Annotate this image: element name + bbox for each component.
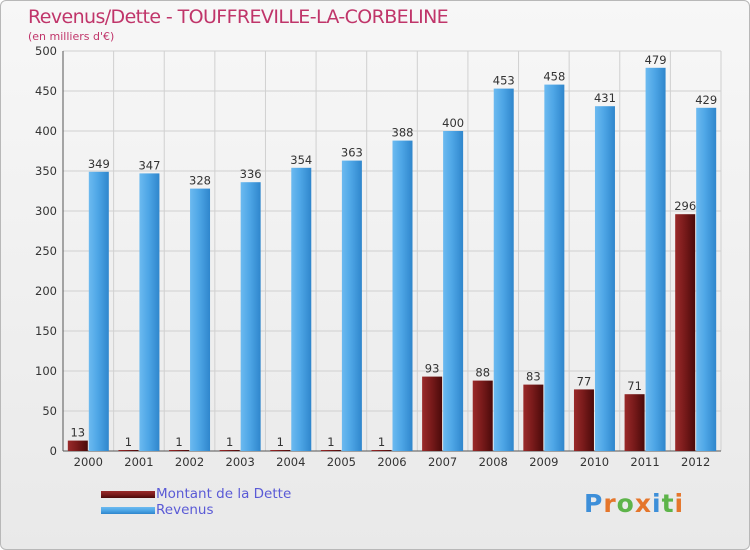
- data-label-revenus: 458: [543, 70, 565, 84]
- y-tick-label: 300: [35, 204, 57, 218]
- data-label-revenus: 388: [392, 126, 414, 140]
- bar-dette: [320, 450, 341, 451]
- data-label-revenus: 429: [695, 93, 717, 107]
- data-label-revenus: 336: [240, 167, 262, 181]
- bar-revenus: [190, 188, 211, 451]
- x-tick-label: 2001: [124, 455, 153, 469]
- data-label-revenus: 431: [594, 91, 616, 105]
- y-tick-label: 350: [35, 164, 57, 178]
- data-label-revenus: 479: [645, 53, 667, 67]
- bar-revenus: [392, 140, 413, 451]
- chart-subtitle: (en milliers d'€): [28, 30, 115, 43]
- x-tick-label: 2009: [529, 455, 558, 469]
- legend-label-dette: Montant de la Dette: [156, 486, 292, 502]
- bar-revenus: [341, 160, 362, 451]
- logo-letter: t: [661, 489, 675, 518]
- x-tick-label: 2003: [226, 455, 255, 469]
- y-tick-label: 200: [35, 284, 57, 298]
- x-tick-label: 2006: [377, 455, 406, 469]
- bar-dette: [169, 450, 190, 451]
- logo-letter: i: [674, 489, 685, 518]
- data-label-revenus: 347: [138, 158, 160, 172]
- bar-revenus: [139, 173, 160, 451]
- y-tick-label: 100: [35, 364, 57, 378]
- data-label-dette: 93: [425, 362, 440, 376]
- y-tick-label: 150: [35, 324, 57, 338]
- bar-revenus: [645, 67, 666, 452]
- x-tick-label: 2005: [327, 455, 356, 469]
- bar-revenus: [594, 106, 615, 451]
- bar-revenus: [443, 131, 464, 451]
- data-label-dette: 83: [526, 370, 541, 384]
- bar-dette: [371, 450, 392, 451]
- bar-revenus: [291, 167, 312, 452]
- bar-revenus: [493, 88, 514, 451]
- bar-dette: [270, 450, 291, 451]
- x-tick-label: 2007: [428, 455, 457, 469]
- bar-dette: [219, 450, 240, 451]
- data-label-dette: 77: [577, 374, 592, 388]
- y-tick-label: 500: [35, 44, 57, 58]
- bar-dette: [675, 214, 696, 451]
- data-label-dette: 1: [277, 435, 284, 449]
- bar-dette: [472, 380, 493, 451]
- logo-letter: o: [616, 489, 635, 518]
- bar-dette: [573, 389, 594, 451]
- logo-letter: P: [584, 489, 604, 518]
- bar-revenus: [88, 171, 109, 452]
- data-label-dette: 13: [70, 426, 85, 440]
- data-label-revenus: 349: [88, 157, 110, 171]
- y-tick-label: 450: [35, 84, 57, 98]
- x-tick-label: 2012: [681, 455, 710, 469]
- logo-letter: x: [634, 489, 652, 518]
- x-tick-label: 2008: [479, 455, 508, 469]
- bar-dette: [67, 440, 88, 451]
- data-label-revenus: 328: [189, 174, 211, 188]
- x-tick-label: 2000: [74, 455, 103, 469]
- data-label-dette: 1: [125, 435, 132, 449]
- data-label-dette: 1: [378, 435, 385, 449]
- proxiti-logo: Proxiti: [584, 489, 684, 518]
- data-label-dette: 296: [674, 199, 696, 213]
- y-tick-label: 400: [35, 124, 57, 138]
- bar-dette: [624, 394, 645, 451]
- legend-label-revenus: Revenus: [156, 502, 214, 518]
- logo-letter: i: [652, 489, 662, 518]
- bar-revenus: [544, 84, 565, 451]
- legend-swatch-dette: [101, 491, 155, 498]
- x-tick-label: 2002: [175, 455, 204, 469]
- y-tick-label: 250: [35, 244, 57, 258]
- data-label-revenus: 453: [493, 74, 515, 88]
- data-label-dette: 1: [226, 435, 233, 449]
- logo-letter: r: [603, 489, 617, 518]
- data-label-dette: 88: [475, 366, 490, 380]
- bar-revenus: [696, 107, 717, 452]
- x-tick-label: 2010: [580, 455, 609, 469]
- data-label-revenus: 354: [290, 153, 312, 167]
- data-label-dette: 71: [627, 379, 642, 393]
- y-tick-label: 0: [50, 444, 57, 458]
- data-label-revenus: 400: [442, 116, 464, 130]
- y-tick-label: 50: [42, 404, 57, 418]
- legend-swatch-revenus: [101, 507, 155, 514]
- data-label-revenus: 363: [341, 146, 363, 160]
- x-tick-label: 2004: [276, 455, 305, 469]
- data-label-dette: 1: [175, 435, 182, 449]
- chart-title: Revenus/Dette - TOUFFREVILLE-LA-CORBELIN…: [28, 6, 449, 28]
- bar-dette: [422, 376, 443, 451]
- x-tick-label: 2011: [630, 455, 659, 469]
- bar-dette: [118, 450, 139, 451]
- bar-revenus: [240, 182, 261, 451]
- bar-dette: [523, 384, 544, 451]
- data-label-dette: 1: [327, 435, 334, 449]
